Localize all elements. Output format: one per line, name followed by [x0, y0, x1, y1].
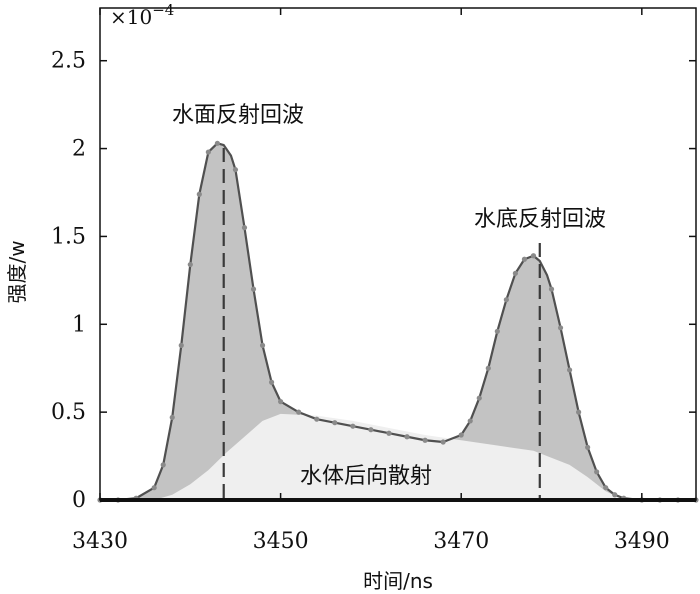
plot-area	[97, 140, 699, 503]
data-point	[187, 261, 193, 268]
axis-ticks: 3430 3450 3470 3490 0 0.5 1 1.5 2 2.5	[51, 8, 696, 554]
data-point	[566, 367, 573, 373]
data-point	[585, 444, 591, 450]
y-axis-label: 强度/w	[5, 240, 29, 303]
data-point	[521, 256, 528, 262]
data-point	[332, 420, 338, 426]
data-point	[178, 342, 184, 348]
data-point	[296, 409, 302, 415]
data-point	[368, 427, 374, 433]
backscatter-area	[100, 413, 696, 500]
data-point	[205, 149, 211, 155]
y-tick-label: 2.5	[51, 49, 86, 74]
data-point	[440, 439, 446, 445]
x-tick-label: 3470	[433, 529, 489, 554]
data-point	[530, 253, 537, 259]
data-point	[169, 414, 175, 421]
data-point	[232, 167, 239, 173]
y-tick-label: 1.5	[51, 224, 86, 249]
data-point	[196, 191, 202, 197]
exponent-base: ×10	[110, 5, 152, 29]
x-tick-label: 3430	[72, 529, 128, 554]
total-echo-area	[100, 143, 696, 501]
data-point	[314, 416, 320, 422]
x-axis-label: 时间/ns	[363, 569, 433, 593]
data-point	[214, 140, 220, 146]
data-point	[467, 418, 473, 424]
data-point	[268, 379, 275, 385]
data-point	[241, 225, 248, 231]
data-point	[612, 492, 618, 498]
backscatter-annotation: 水体后向散射	[300, 464, 432, 489]
data-point	[404, 434, 410, 440]
data-point	[603, 485, 609, 491]
surface-echo-annotation: 水面反射回波	[172, 103, 304, 128]
data-point	[350, 423, 356, 429]
y-tick-label: 0.5	[51, 400, 86, 425]
x-tick-label: 3490	[614, 529, 670, 554]
axes-frame	[99, 7, 697, 501]
exponent-power: −4	[152, 1, 174, 19]
x-tick-label: 3450	[253, 529, 309, 554]
data-point	[422, 437, 428, 443]
data-point	[512, 270, 518, 276]
data-point	[458, 432, 464, 438]
data-point	[278, 399, 284, 405]
data-point	[386, 430, 392, 436]
y-tick-label: 2	[72, 137, 86, 162]
data-point	[151, 485, 157, 491]
y-tick-label: 0	[72, 488, 86, 513]
total-echo-line	[100, 142, 696, 502]
y-tick-label: 1	[72, 312, 86, 337]
y-axis-exponent: ×10−4	[110, 1, 174, 29]
data-point	[476, 395, 482, 401]
data-point	[548, 286, 555, 292]
data-point	[557, 325, 564, 331]
data-point	[160, 462, 166, 468]
data-point	[594, 469, 600, 475]
data-point	[485, 365, 491, 371]
bottom-echo-annotation: 水底反射回波	[474, 207, 606, 232]
data-point	[259, 342, 266, 348]
data-point	[503, 297, 509, 303]
data-point	[250, 286, 257, 292]
data-point	[494, 328, 500, 334]
data-point	[576, 409, 582, 415]
